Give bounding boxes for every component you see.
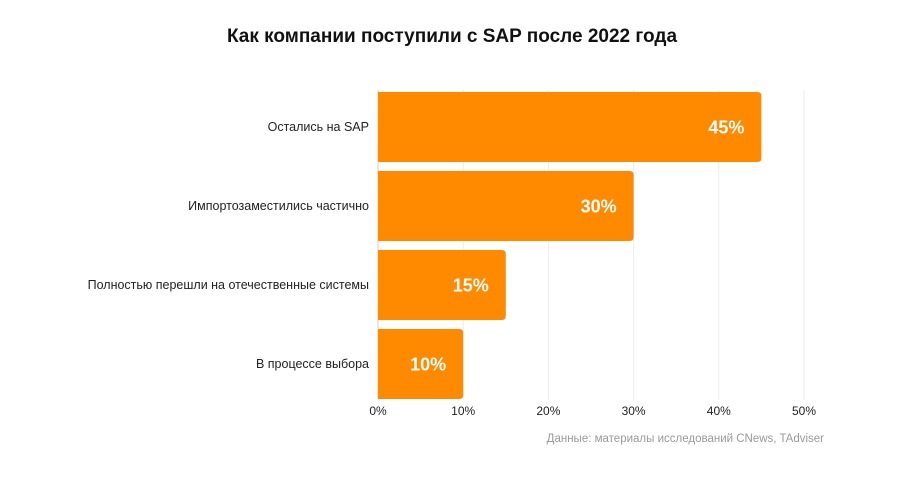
x-axis-ticks: 0% 10% 20% 30% 40% 50% bbox=[369, 404, 816, 418]
x-tick-label: 30% bbox=[622, 404, 646, 418]
bar bbox=[378, 250, 506, 320]
value-label: 30% bbox=[581, 197, 617, 217]
x-tick-label: 0% bbox=[369, 404, 387, 418]
value-label: 45% bbox=[708, 118, 744, 138]
x-tick-label: 20% bbox=[536, 404, 560, 418]
bars bbox=[378, 92, 762, 399]
category-label: Импортозаместились частично bbox=[188, 199, 369, 213]
category-label: Остались на SAP bbox=[268, 120, 369, 134]
bar bbox=[378, 329, 464, 399]
x-tick-label: 10% bbox=[451, 404, 475, 418]
x-tick-label: 50% bbox=[792, 404, 816, 418]
category-label: Полностью перешли на отечественные систе… bbox=[88, 278, 369, 292]
category-label: В процессе выбора bbox=[256, 357, 369, 371]
bar bbox=[378, 92, 762, 162]
value-label: 15% bbox=[453, 276, 489, 296]
bar bbox=[378, 171, 634, 241]
value-label: 10% bbox=[410, 355, 446, 375]
chart-title: Как компании поступили с SAP после 2022 … bbox=[226, 26, 678, 47]
source-note: Данные: материалы исследований CNews, TA… bbox=[546, 433, 824, 445]
labels: Остались на SAP 45% Импортозаместились час… bbox=[88, 118, 745, 375]
x-tick-label: 40% bbox=[707, 404, 731, 418]
